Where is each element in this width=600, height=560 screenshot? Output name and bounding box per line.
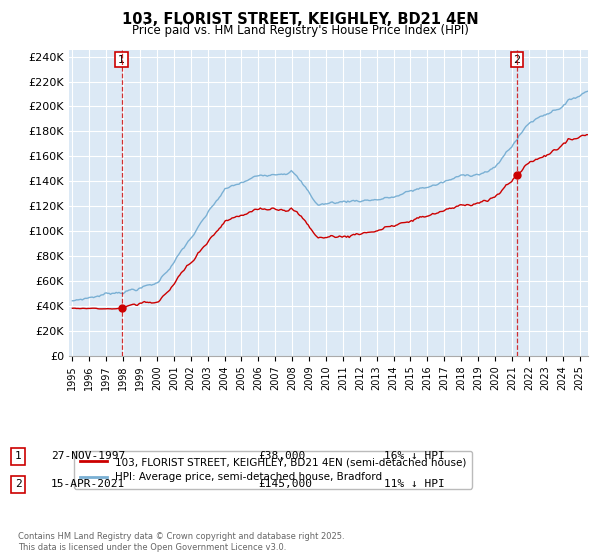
Text: 27-NOV-1997: 27-NOV-1997 <box>51 451 125 461</box>
Text: 1: 1 <box>14 451 22 461</box>
Text: 2: 2 <box>14 479 22 489</box>
Text: Contains HM Land Registry data © Crown copyright and database right 2025.
This d: Contains HM Land Registry data © Crown c… <box>18 532 344 552</box>
Text: Price paid vs. HM Land Registry's House Price Index (HPI): Price paid vs. HM Land Registry's House … <box>131 24 469 36</box>
Text: £145,000: £145,000 <box>258 479 312 489</box>
Text: 15-APR-2021: 15-APR-2021 <box>51 479 125 489</box>
Text: 11% ↓ HPI: 11% ↓ HPI <box>384 479 445 489</box>
Legend: 103, FLORIST STREET, KEIGHLEY, BD21 4EN (semi-detached house), HPI: Average pric: 103, FLORIST STREET, KEIGHLEY, BD21 4EN … <box>74 451 472 488</box>
Text: 103, FLORIST STREET, KEIGHLEY, BD21 4EN: 103, FLORIST STREET, KEIGHLEY, BD21 4EN <box>122 12 478 27</box>
Text: 1: 1 <box>118 54 125 64</box>
Text: 2: 2 <box>513 54 520 64</box>
Text: £38,000: £38,000 <box>258 451 305 461</box>
Text: 16% ↓ HPI: 16% ↓ HPI <box>384 451 445 461</box>
